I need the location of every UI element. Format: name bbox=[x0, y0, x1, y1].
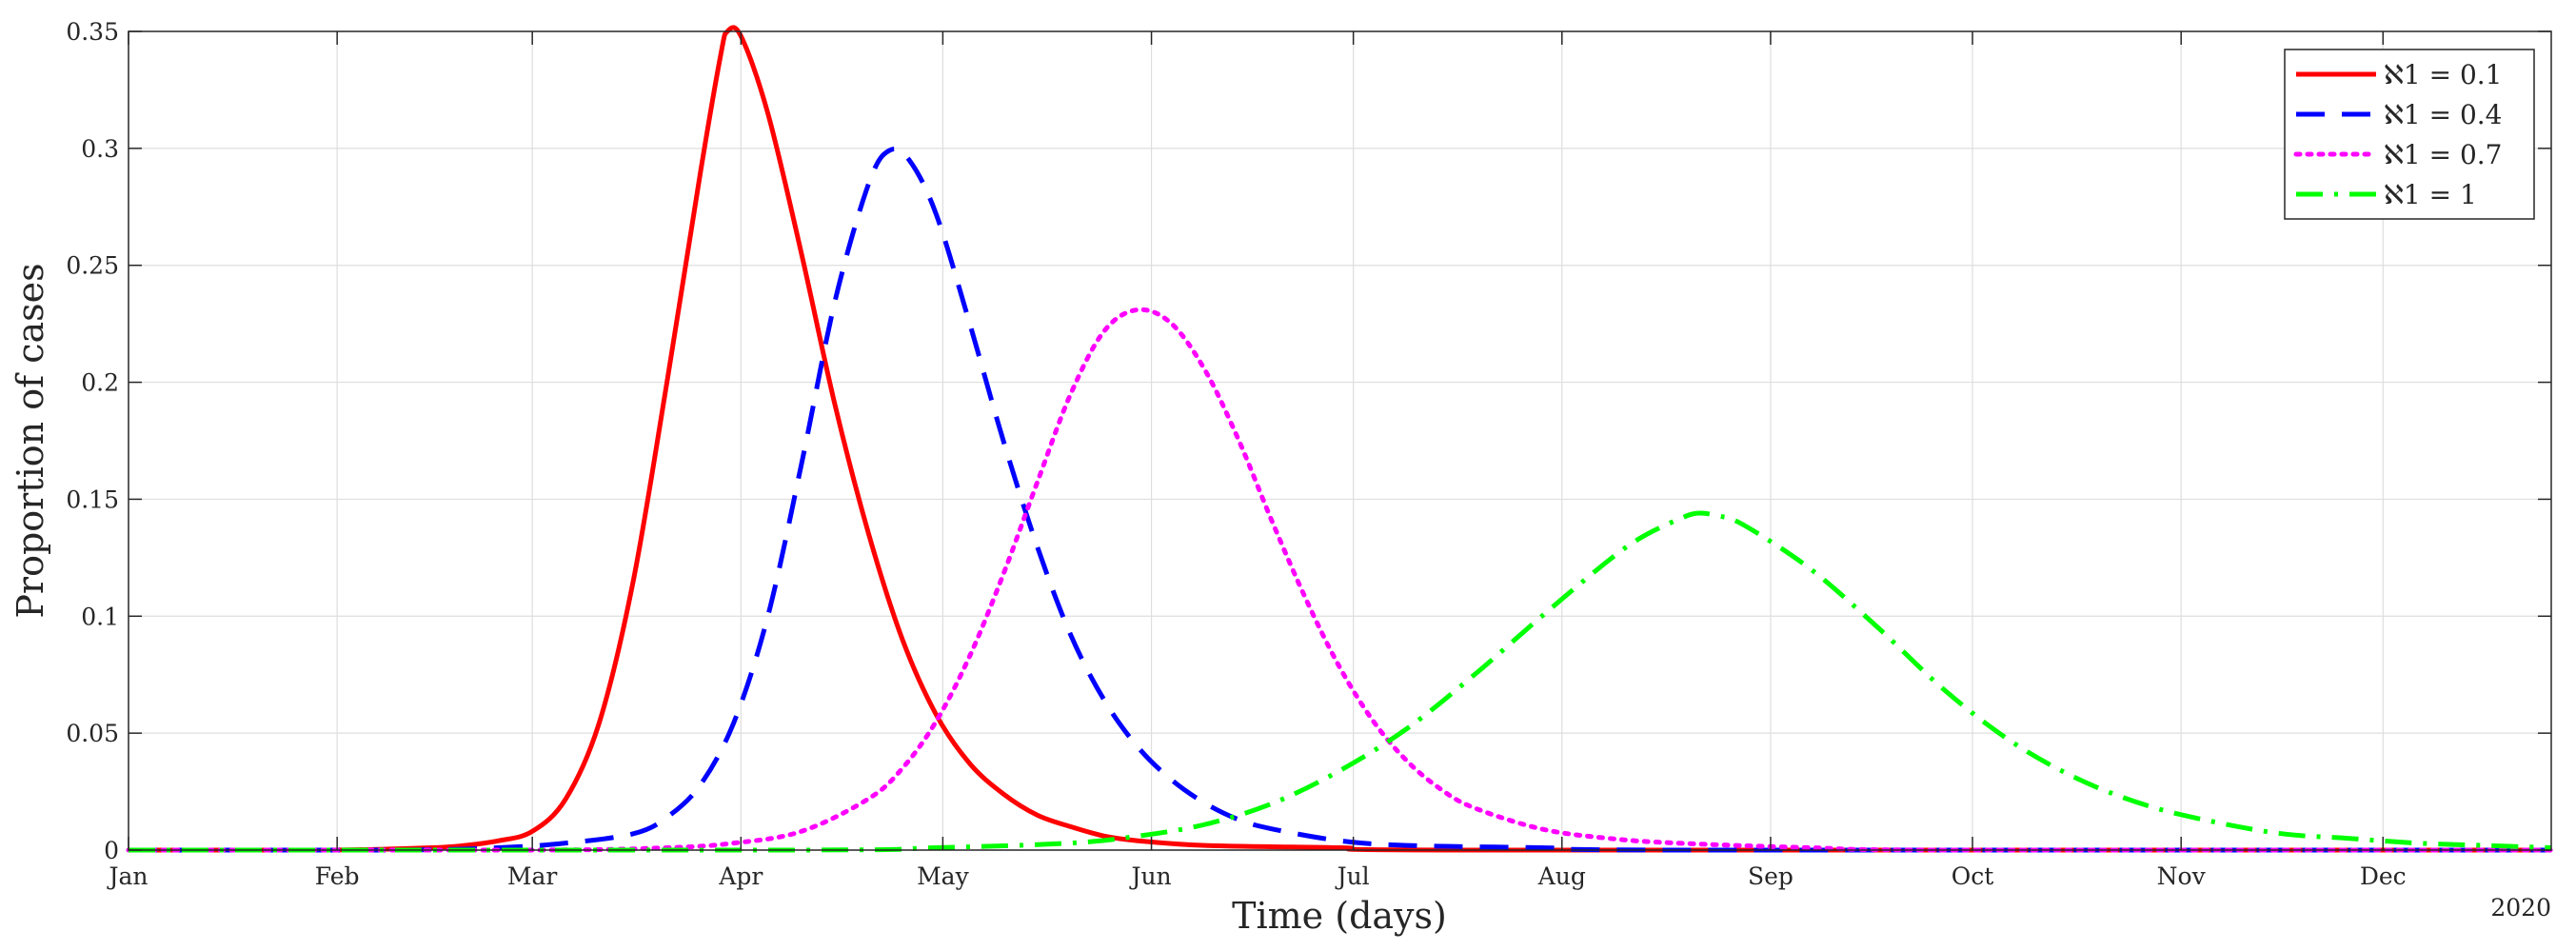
year-label: 2020 bbox=[2490, 894, 2551, 921]
legend-box bbox=[2284, 49, 2535, 220]
x-tick-label: Nov bbox=[2157, 862, 2207, 890]
x-tick-label: Aug bbox=[1537, 862, 1586, 890]
x-tick-label: Mar bbox=[507, 862, 558, 890]
x-tick-label: Dec bbox=[2360, 862, 2407, 890]
legend-label-3: ℵ1 = 0.7 bbox=[2384, 139, 2502, 170]
x-tick-label: Apr bbox=[718, 862, 763, 890]
y-tick-label: 0 bbox=[104, 837, 119, 864]
series-lines bbox=[126, 25, 2554, 853]
y-tick-label: 0.15 bbox=[66, 485, 119, 513]
y-tick-label: 0.05 bbox=[66, 720, 119, 747]
legend-label-4: ℵ1 = 1 bbox=[2384, 179, 2477, 210]
series-line-3 bbox=[126, 307, 2554, 853]
y-tick-label: 0.2 bbox=[81, 369, 119, 397]
x-tick-label: May bbox=[917, 862, 970, 890]
y-tick-label: 0.25 bbox=[66, 252, 119, 280]
y-axis-label: Proportion of cases bbox=[10, 263, 51, 618]
x-tick-label: Oct bbox=[1952, 862, 1994, 890]
legend-label-2: ℵ1 = 0.4 bbox=[2384, 99, 2502, 130]
y-tick-label: 0.1 bbox=[81, 603, 119, 630]
x-tick-label: Feb bbox=[315, 862, 360, 890]
legend-label-1: ℵ1 = 0.1 bbox=[2384, 59, 2502, 90]
x-tick-label: Jan bbox=[106, 862, 148, 890]
x-tick-label: Sep bbox=[1748, 862, 1793, 890]
y-tick-label: 0.3 bbox=[81, 135, 119, 163]
x-axis-label: Time (days) bbox=[1232, 895, 1447, 937]
x-tick-label: Jul bbox=[1335, 862, 1370, 890]
x-tick-label: Jun bbox=[1128, 862, 1171, 890]
plot-area-frame bbox=[128, 30, 2552, 851]
y-tick-label: 0.35 bbox=[66, 18, 119, 46]
legend: ℵ1 = 0.1 ℵ1 = 0.4 ℵ1 = 0.7 ℵ1 = 1 bbox=[2284, 49, 2535, 220]
series-line-1 bbox=[128, 25, 2551, 853]
series-line-2 bbox=[128, 147, 2551, 853]
series-line-4 bbox=[128, 510, 2552, 853]
axis-ticks: Jan Feb Mar Apr May Jun Jul Aug Sep Oct Nov Dec 0 0.0… bbox=[66, 18, 2551, 890]
